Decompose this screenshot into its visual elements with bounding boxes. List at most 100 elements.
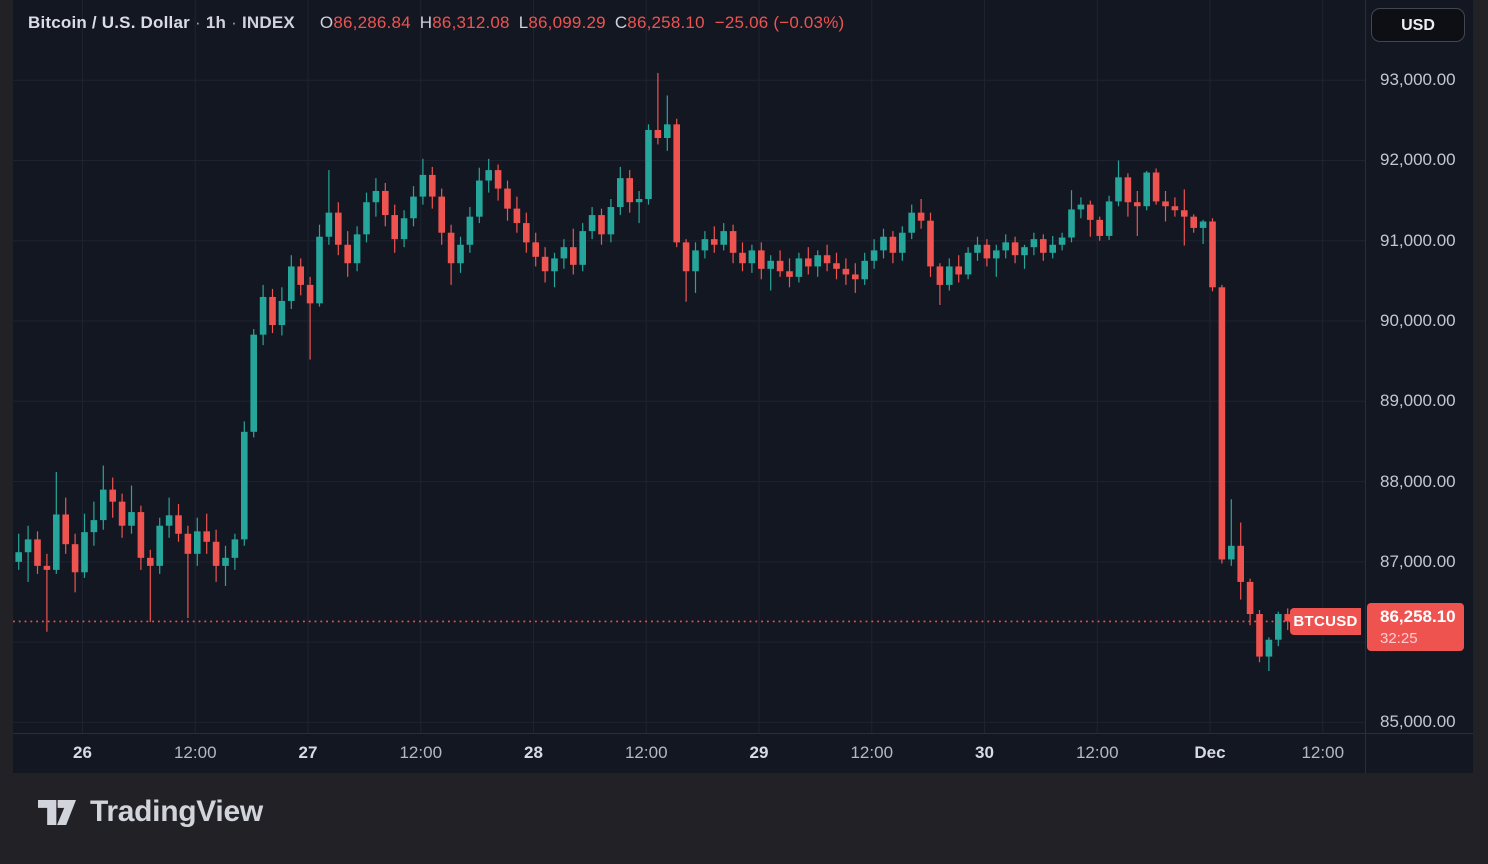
candle xyxy=(748,244,756,273)
candle xyxy=(231,533,239,570)
candle xyxy=(692,242,699,293)
candle xyxy=(729,224,737,264)
candle xyxy=(15,533,22,570)
candle xyxy=(1199,219,1207,244)
tradingview-attribution-link[interactable]: TradingView xyxy=(38,795,263,829)
candle xyxy=(645,124,652,205)
grid xyxy=(13,0,1365,733)
currency-toggle-button[interactable]: USD xyxy=(1371,8,1465,42)
candle xyxy=(400,210,408,248)
time-axis-label-major: 29 xyxy=(749,743,769,762)
candle xyxy=(372,178,380,217)
candle xyxy=(1265,637,1273,672)
candle xyxy=(90,501,98,546)
open-label: O xyxy=(319,13,334,32)
candle xyxy=(523,212,530,253)
candle xyxy=(805,247,812,275)
candle xyxy=(1134,190,1141,236)
close-value: 86,258.10 xyxy=(627,13,705,32)
price-axis-label: 93,000.00 xyxy=(1380,70,1456,90)
price-axis-label: 92,000.00 xyxy=(1380,150,1456,170)
candle xyxy=(156,517,163,574)
candle xyxy=(325,170,333,245)
time-axis[interactable]: 26 12:00 27 12:00 28 12:00 29 12:00 30 12:00 Dec 12… xyxy=(13,733,1473,774)
candle xyxy=(983,239,991,267)
candle xyxy=(1284,608,1291,631)
candle xyxy=(664,95,671,151)
candle xyxy=(24,525,32,582)
chart-canvas[interactable] xyxy=(13,0,1473,773)
candle xyxy=(335,202,342,256)
candle xyxy=(758,242,765,280)
candle xyxy=(1030,232,1038,256)
price-axis-label: 90,000.00 xyxy=(1380,311,1456,331)
candle xyxy=(1077,197,1085,219)
candle xyxy=(899,226,906,261)
candle xyxy=(447,224,455,285)
candle xyxy=(635,190,643,224)
candle xyxy=(43,553,51,632)
candle xyxy=(964,247,972,280)
candle xyxy=(1162,190,1169,222)
candle xyxy=(118,493,126,538)
candle xyxy=(870,239,878,269)
candle xyxy=(53,471,60,574)
candle xyxy=(109,477,116,518)
current-price-label: 86,258.10 32:25 xyxy=(1367,603,1464,652)
candle xyxy=(1228,499,1235,566)
candle xyxy=(100,465,107,530)
candle xyxy=(513,196,521,233)
candle xyxy=(494,164,502,201)
separator-dot: · xyxy=(231,13,237,32)
candle xyxy=(71,533,79,593)
candle xyxy=(1058,232,1066,251)
candle xyxy=(466,207,474,253)
candle xyxy=(1049,235,1056,259)
candle xyxy=(570,228,577,275)
candle xyxy=(617,166,624,216)
candle xyxy=(241,421,248,546)
symbol-title[interactable]: Bitcoin / U.S. Dollar xyxy=(28,13,190,32)
price-line-symbol-badge: BTCUSD xyxy=(1290,607,1361,635)
candle xyxy=(701,231,709,259)
price-axis-label: 88,000.00 xyxy=(1380,471,1456,491)
low-label: L xyxy=(518,13,529,32)
candle xyxy=(1246,578,1254,626)
candle xyxy=(682,239,690,302)
candle xyxy=(203,513,210,554)
candle xyxy=(842,258,850,285)
chart-widget: Bitcoin / U.S. Dollar · 1h · INDEX O86,286.84… xyxy=(13,0,1473,773)
candle xyxy=(62,497,69,554)
price-axis-label: 89,000.00 xyxy=(1380,391,1456,411)
candle xyxy=(993,244,1000,277)
candle xyxy=(654,72,662,145)
candle xyxy=(607,199,615,243)
candle xyxy=(306,276,314,360)
change-value: −25.06 (−0.03%) xyxy=(714,13,845,32)
candle xyxy=(212,529,220,582)
candle xyxy=(1152,168,1160,205)
time-axis-label-major: Dec xyxy=(1194,743,1226,762)
candle xyxy=(889,231,897,264)
candle xyxy=(419,158,427,205)
candle xyxy=(579,223,586,272)
time-axis-label-major: 27 xyxy=(298,743,318,762)
candle xyxy=(485,158,492,193)
candle xyxy=(532,232,539,267)
candle xyxy=(974,236,981,261)
time-axis-label: 12:00 xyxy=(1075,743,1119,762)
time-axis-label: 12:00 xyxy=(399,743,443,762)
candle xyxy=(1256,610,1263,663)
candle xyxy=(711,226,718,253)
candle xyxy=(410,186,417,227)
time-axis-label: 12:00 xyxy=(1301,743,1345,762)
time-axis-label: 12:00 xyxy=(850,743,894,762)
candle xyxy=(1171,197,1179,217)
price-axis[interactable]: 93,000.00 92,000.00 91,000.00 90,000.00 89,0… xyxy=(1365,0,1474,773)
candle xyxy=(1096,216,1103,241)
candle xyxy=(344,231,351,277)
bar-countdown: 32:25 xyxy=(1380,630,1418,648)
candle xyxy=(786,258,793,288)
time-axis-label-major: 30 xyxy=(975,743,994,762)
candle xyxy=(476,167,483,224)
